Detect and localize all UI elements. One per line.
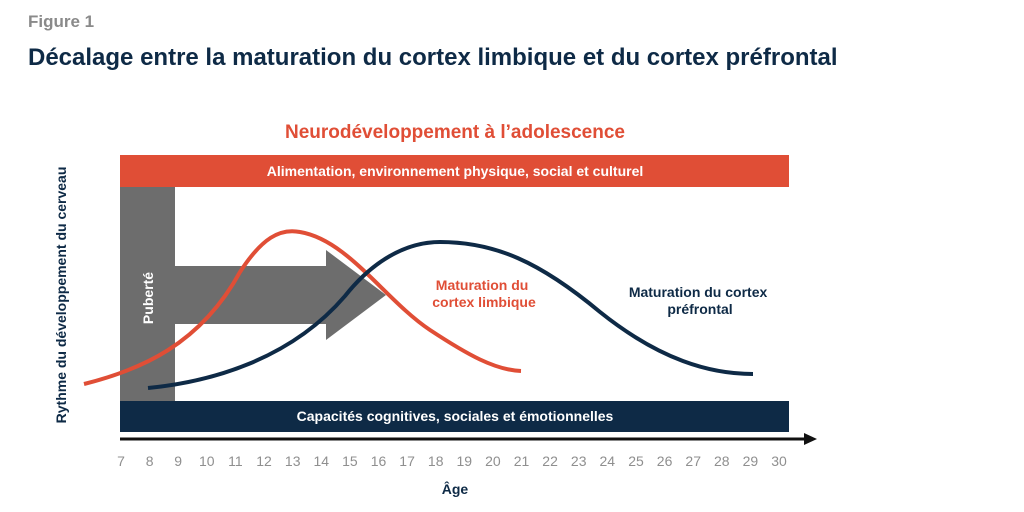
x-tick-label: 10	[199, 453, 215, 469]
puberty-label: Puberté	[140, 272, 156, 324]
x-tick-label: 16	[371, 453, 387, 469]
x-tick-label: 22	[542, 453, 558, 469]
x-tick-label: 7	[117, 453, 125, 469]
x-tick-label: 23	[571, 453, 587, 469]
x-tick-label: 13	[285, 453, 301, 469]
prefrontal-curve-label: Maturation du cortex préfrontal	[629, 284, 771, 317]
x-tick-label: 19	[457, 453, 473, 469]
x-tick-label: 28	[714, 453, 730, 469]
figure-label: Figure 1	[28, 12, 95, 31]
x-tick-label: 30	[771, 453, 787, 469]
x-tick-labels: 7 8 9 10 11 12 13 14 15 16 17 18 19 20 21 22 23 24 25 26 27 2…	[117, 453, 787, 469]
x-tick-label: 17	[399, 453, 415, 469]
limbic-maturation-curve	[83, 229, 522, 386]
x-tick-label: 24	[600, 453, 616, 469]
environment-band-label: Alimentation, environnement physique, so…	[267, 163, 644, 179]
prefrontal-label-line-2: préfrontal	[667, 301, 732, 317]
limbic-label-line-1: Maturation du	[436, 277, 529, 293]
x-axis-label: Âge	[442, 480, 469, 497]
x-tick-label: 20	[485, 453, 501, 469]
x-tick-label: 25	[628, 453, 644, 469]
x-tick-label: 21	[514, 453, 530, 469]
x-tick-label: 14	[314, 453, 330, 469]
capacities-band	[120, 401, 789, 432]
x-tick-label: 29	[743, 453, 759, 469]
x-axis-arrowhead	[804, 433, 817, 445]
prefrontal-label-line-1: Maturation du cortex	[629, 284, 768, 300]
y-axis-label: Rythme du développement du cerveau	[53, 167, 69, 424]
x-tick-label: 26	[657, 453, 673, 469]
x-tick-label: 27	[685, 453, 701, 469]
capacities-band-label: Capacités cognitives, sociales et émotio…	[297, 408, 614, 424]
diagram-heading: Neurodéveloppement à l’adolescence	[285, 122, 625, 143]
figure-title: Décalage entre la maturation du cortex l…	[28, 44, 838, 71]
puberty-bar	[120, 187, 175, 401]
x-tick-label: 12	[256, 453, 272, 469]
puberty-arrow	[175, 250, 386, 340]
x-tick-label: 18	[428, 453, 444, 469]
environment-band	[120, 155, 789, 187]
limbic-curve-label: Maturation du cortex limbique	[432, 277, 536, 310]
x-tick-label: 8	[146, 453, 154, 469]
x-tick-label: 11	[228, 453, 243, 469]
limbic-label-line-2: cortex limbique	[432, 294, 536, 310]
x-tick-label: 15	[342, 453, 358, 469]
prefrontal-maturation-curve	[147, 239, 754, 390]
x-tick-label: 9	[174, 453, 182, 469]
